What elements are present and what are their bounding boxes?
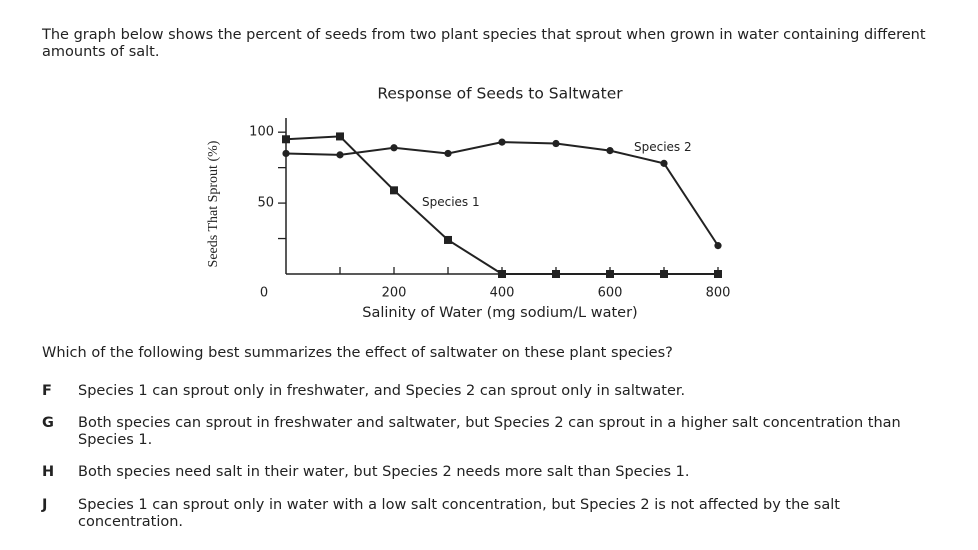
- point: [552, 270, 560, 278]
- point: [552, 139, 560, 148]
- y-tick-label: 50: [257, 196, 274, 211]
- option-letter: F: [42, 383, 52, 399]
- option-text: Species 1 can sprout only in water with …: [78, 497, 840, 530]
- series-line: [285, 135, 718, 275]
- series-label: Species 1: [422, 195, 480, 209]
- x-tick-label: 200: [382, 286, 407, 301]
- intro: The graph below shows the percent of see…: [42, 27, 926, 60]
- option-letter: J: [42, 497, 48, 513]
- option-text: Both species need salt in their water, b…: [78, 464, 690, 480]
- x-axis-label: Salinity of Water (mg sodium/L water): [362, 305, 637, 321]
- point: [660, 270, 668, 278]
- point: [498, 138, 506, 146]
- point: [714, 270, 722, 278]
- point: [606, 270, 614, 278]
- x-tick-label: 600: [598, 286, 623, 301]
- point: [660, 159, 668, 167]
- x-tick-label: 800: [706, 286, 731, 301]
- chart: Response of Seeds to Saltwater Salinity …: [206, 85, 731, 322]
- series-label: Species 2: [634, 140, 692, 154]
- point: [390, 186, 398, 195]
- point: [282, 135, 290, 144]
- y-tick-label: 0: [260, 286, 268, 301]
- point: [714, 242, 722, 250]
- y-tick-label: 100: [249, 125, 274, 140]
- point: [444, 235, 452, 244]
- point: [336, 151, 344, 159]
- point: [390, 144, 398, 152]
- question: Which of the following best summarizes t…: [42, 345, 673, 361]
- option-letter: H: [42, 464, 55, 480]
- series-line: [285, 141, 719, 247]
- y-axis-label: Seeds That Sprout (%): [206, 140, 221, 267]
- point: [498, 270, 506, 278]
- x-tick-label: 400: [490, 286, 515, 301]
- option-text: Species 1 can sprout only in freshwater,…: [78, 383, 686, 399]
- point: [444, 149, 452, 158]
- option-letter: G: [42, 415, 54, 431]
- point: [336, 132, 344, 141]
- point: [606, 147, 614, 155]
- point: [282, 149, 290, 158]
- chart-title: Response of Seeds to Saltwater: [377, 85, 623, 103]
- option-text: Both species can sprout in freshwater an…: [78, 415, 901, 448]
